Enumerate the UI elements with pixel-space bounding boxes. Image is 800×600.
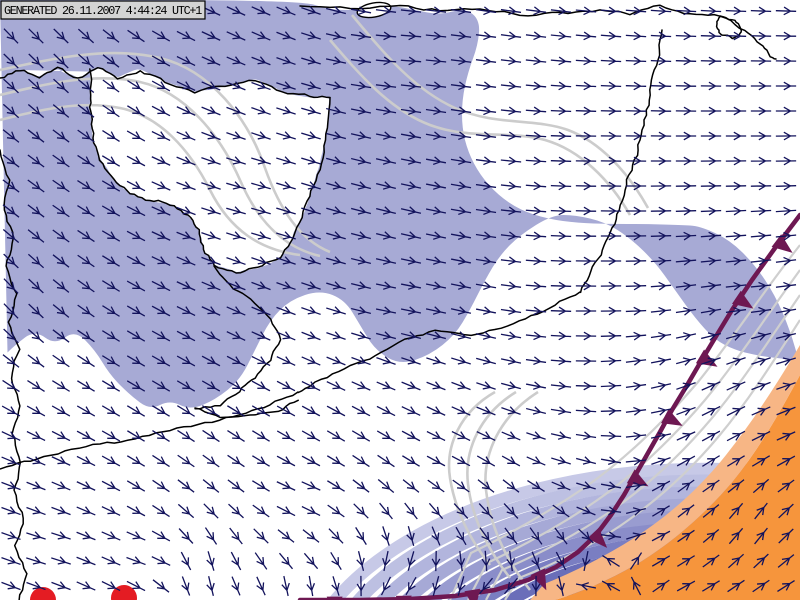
svg-text:GENERATED 26.11.2007 4:44:24 U: GENERATED 26.11.2007 4:44:24 UTC+1 — [4, 4, 202, 18]
